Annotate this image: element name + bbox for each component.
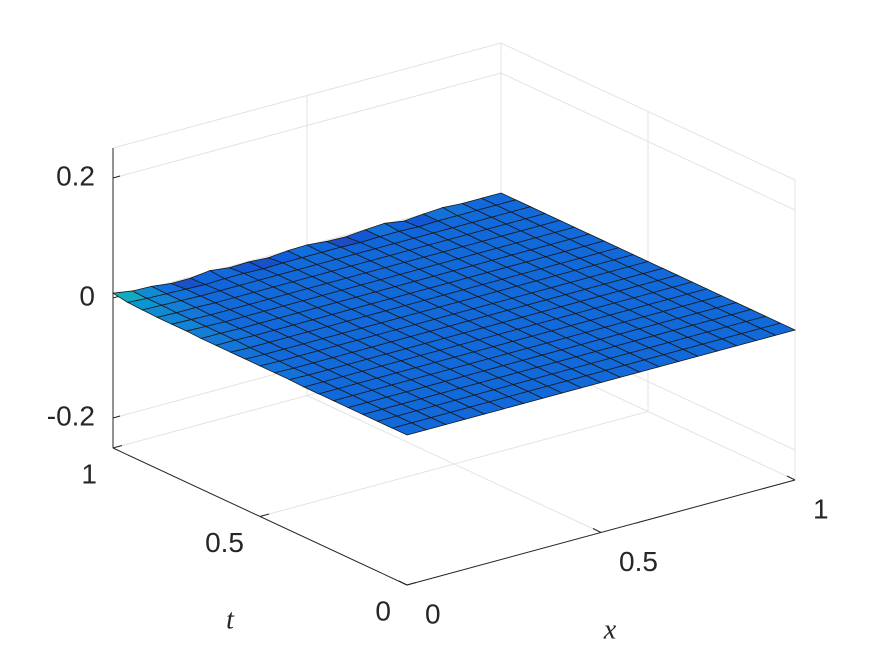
grid-line [112, 72, 502, 179]
x-axis-label: x [603, 614, 617, 645]
x-tick [592, 528, 602, 533]
t-tick [259, 513, 270, 517]
z-tick [112, 415, 121, 419]
surface [111, 192, 797, 436]
surface-cell [759, 322, 797, 336]
t-axis-label: t [226, 604, 235, 635]
x-tick [398, 580, 408, 586]
z-tick-label: 0.2 [56, 160, 95, 191]
grid-line [259, 411, 649, 517]
axes: -0.2 0 0.2 0 0.5 1 0 0.5 1 [47, 148, 829, 629]
z-tick-label: -0.2 [47, 400, 95, 431]
x-tick-label: 1 [813, 493, 829, 524]
t-tick [112, 445, 123, 449]
t-tick-label: 0 [375, 595, 391, 626]
t-tick-label: 1 [81, 458, 97, 489]
grid-line [500, 72, 796, 211]
t-tick-label: 0.5 [205, 527, 244, 558]
x-tick [786, 475, 796, 481]
z-tick [112, 175, 121, 179]
x-tick-label: 0 [425, 598, 441, 629]
t-tick [406, 582, 417, 586]
z-tick-label: 0 [79, 280, 95, 311]
x-tick-label: 0.5 [619, 546, 658, 577]
